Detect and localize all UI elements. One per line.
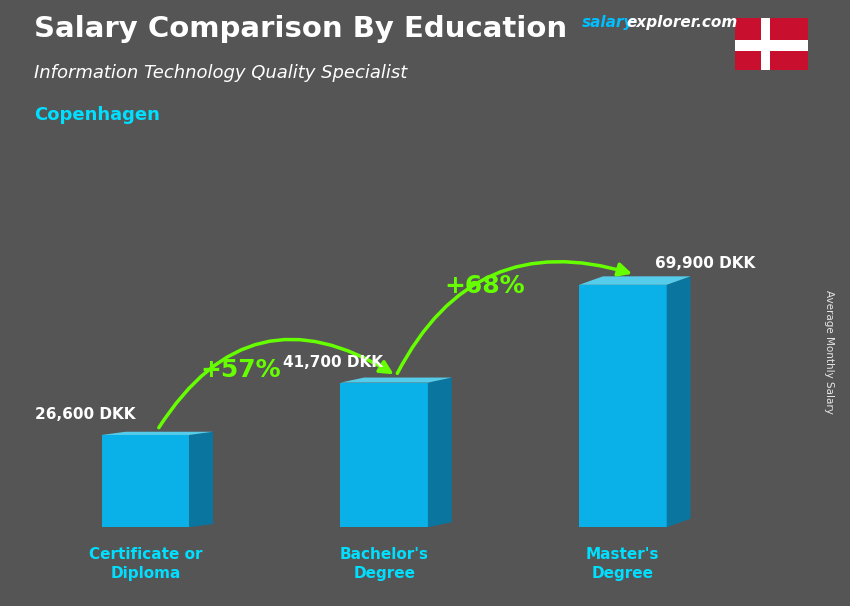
Text: Information Technology Quality Specialist: Information Technology Quality Specialis… <box>34 64 407 82</box>
Text: Salary Comparison By Education: Salary Comparison By Education <box>34 15 567 43</box>
Polygon shape <box>102 431 213 435</box>
Text: explorer.com: explorer.com <box>626 15 738 30</box>
Polygon shape <box>340 382 428 527</box>
Polygon shape <box>579 285 666 527</box>
Polygon shape <box>190 431 213 527</box>
Polygon shape <box>340 378 451 382</box>
Bar <box>735 40 808 52</box>
Text: Master's
Degree: Master's Degree <box>586 547 660 581</box>
Text: +57%: +57% <box>201 358 281 382</box>
Polygon shape <box>579 276 690 285</box>
Bar <box>761 18 770 70</box>
Text: Average Monthly Salary: Average Monthly Salary <box>824 290 834 413</box>
Text: Copenhagen: Copenhagen <box>34 106 160 124</box>
Text: 41,700 DKK: 41,700 DKK <box>283 355 383 370</box>
Text: 26,600 DKK: 26,600 DKK <box>35 407 135 422</box>
Polygon shape <box>102 435 190 527</box>
Text: salary: salary <box>582 15 635 30</box>
Text: Bachelor's
Degree: Bachelor's Degree <box>340 547 428 581</box>
Text: Certificate or
Diploma: Certificate or Diploma <box>88 547 202 581</box>
Polygon shape <box>428 378 451 527</box>
Text: +68%: +68% <box>444 274 524 298</box>
Polygon shape <box>666 276 690 527</box>
Text: 69,900 DKK: 69,900 DKK <box>655 256 756 271</box>
